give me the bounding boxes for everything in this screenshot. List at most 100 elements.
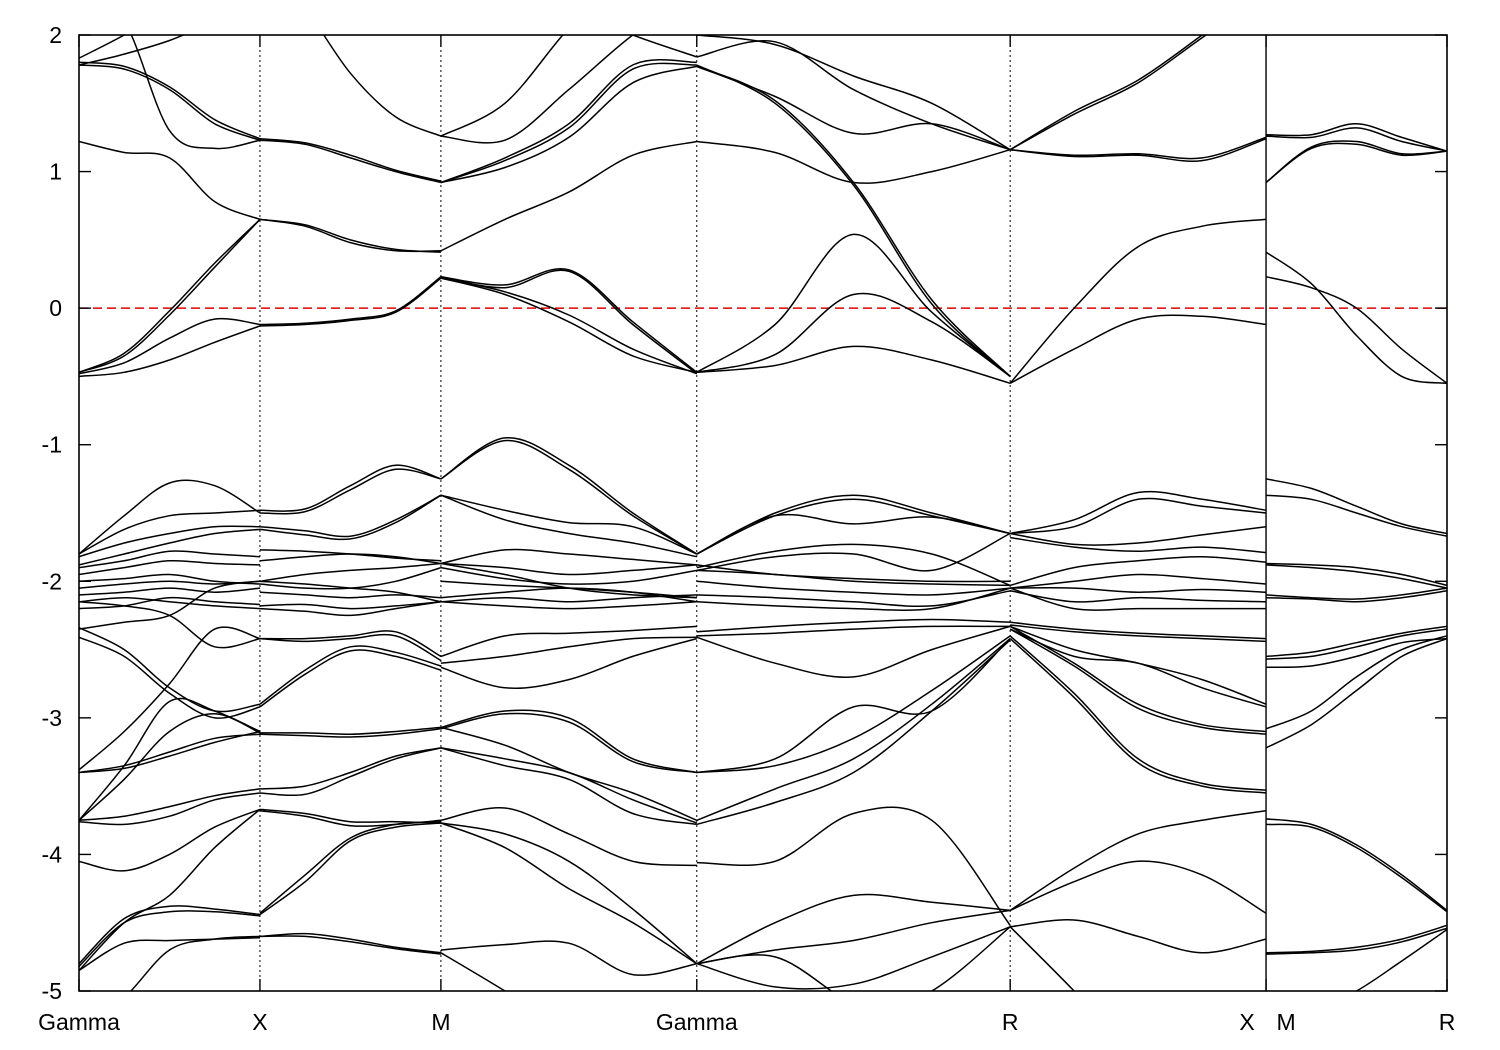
band-line xyxy=(440,35,564,137)
band-line xyxy=(259,820,441,914)
band-line xyxy=(79,218,261,373)
band-line xyxy=(259,218,441,253)
band-line xyxy=(259,277,442,327)
band-line xyxy=(79,580,261,589)
band-line xyxy=(440,940,697,976)
band-line xyxy=(1009,625,1267,733)
band-line xyxy=(259,218,441,253)
x-tick-label: R xyxy=(1002,1009,1019,1035)
band-line xyxy=(696,292,1011,378)
band-line xyxy=(79,35,186,66)
band-line xyxy=(696,233,1011,377)
band-line xyxy=(79,64,261,141)
band-line xyxy=(79,636,261,719)
band-line xyxy=(79,587,261,596)
band-line xyxy=(79,140,261,221)
band-line xyxy=(1265,478,1447,535)
band-line xyxy=(1009,35,1208,151)
band-line xyxy=(696,638,1011,774)
band-line xyxy=(79,573,261,585)
band-line xyxy=(259,645,442,705)
band-line xyxy=(696,587,1011,611)
band-line xyxy=(440,952,507,991)
band-line xyxy=(1009,860,1267,914)
band-line xyxy=(696,35,1011,151)
band-line xyxy=(440,562,697,576)
band-line xyxy=(1265,127,1447,152)
x-tick-label: Gamma xyxy=(38,1009,120,1035)
band-line xyxy=(259,649,442,708)
band-line xyxy=(696,498,1011,555)
band-line xyxy=(1265,818,1447,911)
band-line xyxy=(696,806,1011,926)
band-line xyxy=(129,935,261,991)
band-line xyxy=(1354,928,1447,991)
band-line xyxy=(696,926,1011,990)
band-line xyxy=(1265,823,1447,913)
band-line xyxy=(1010,919,1267,954)
band-line xyxy=(440,562,697,599)
band-line xyxy=(1265,494,1447,537)
band-line xyxy=(259,726,441,735)
band-line xyxy=(696,40,1011,151)
band-line xyxy=(1009,809,1267,912)
band-line xyxy=(1265,924,1447,954)
band-line xyxy=(79,528,261,566)
band-line xyxy=(259,747,442,790)
band-line xyxy=(696,635,1011,774)
band-line xyxy=(930,926,1011,991)
band-line xyxy=(440,548,697,566)
x-tick-label: R xyxy=(1439,1009,1456,1035)
band-line xyxy=(259,562,441,583)
band-line xyxy=(259,494,442,541)
band-line xyxy=(79,35,126,59)
band-line xyxy=(1265,564,1447,589)
band-line xyxy=(259,728,441,738)
band-line xyxy=(696,625,1011,679)
band-line xyxy=(1010,136,1267,160)
band-line xyxy=(1010,490,1267,535)
band-line xyxy=(696,345,1011,385)
band-line xyxy=(79,596,261,610)
band-line xyxy=(1009,635,1267,791)
band-line xyxy=(440,636,697,664)
y-tick-label: -3 xyxy=(42,705,62,731)
band-line xyxy=(696,532,1011,572)
plot-frame xyxy=(78,34,1448,992)
band-line xyxy=(440,822,698,965)
band-line xyxy=(1265,142,1447,184)
band-line xyxy=(79,910,261,967)
band-line xyxy=(440,806,697,867)
band-line xyxy=(1265,927,1447,955)
band-line xyxy=(1265,590,1447,603)
band-line xyxy=(79,325,261,378)
band-line xyxy=(259,139,442,184)
band-line xyxy=(79,218,261,374)
band-line xyxy=(696,618,1011,633)
band-line xyxy=(696,543,1011,587)
band-line xyxy=(440,587,697,603)
band-line xyxy=(1009,314,1267,384)
band-line xyxy=(1010,621,1267,640)
band-line xyxy=(79,550,261,569)
y-tick-label: 0 xyxy=(49,295,62,321)
band-line xyxy=(79,697,261,821)
band-line xyxy=(1010,573,1267,589)
band-line xyxy=(322,35,442,137)
band-line xyxy=(79,936,261,972)
band-line xyxy=(440,277,697,374)
band-line xyxy=(1009,587,1266,611)
band-line xyxy=(1009,35,1204,151)
band-line xyxy=(1265,275,1447,384)
band-line xyxy=(259,932,441,954)
band-line xyxy=(1265,251,1447,385)
band-line xyxy=(440,65,697,184)
band-line xyxy=(259,633,442,662)
band-line xyxy=(696,65,1011,377)
x-tick-label: X xyxy=(252,1009,267,1035)
x-tick-label: M xyxy=(431,1009,450,1035)
y-tick-label: 2 xyxy=(49,22,62,48)
band-line xyxy=(259,601,442,617)
band-line xyxy=(440,140,697,252)
y-tick-label: -4 xyxy=(42,841,63,867)
